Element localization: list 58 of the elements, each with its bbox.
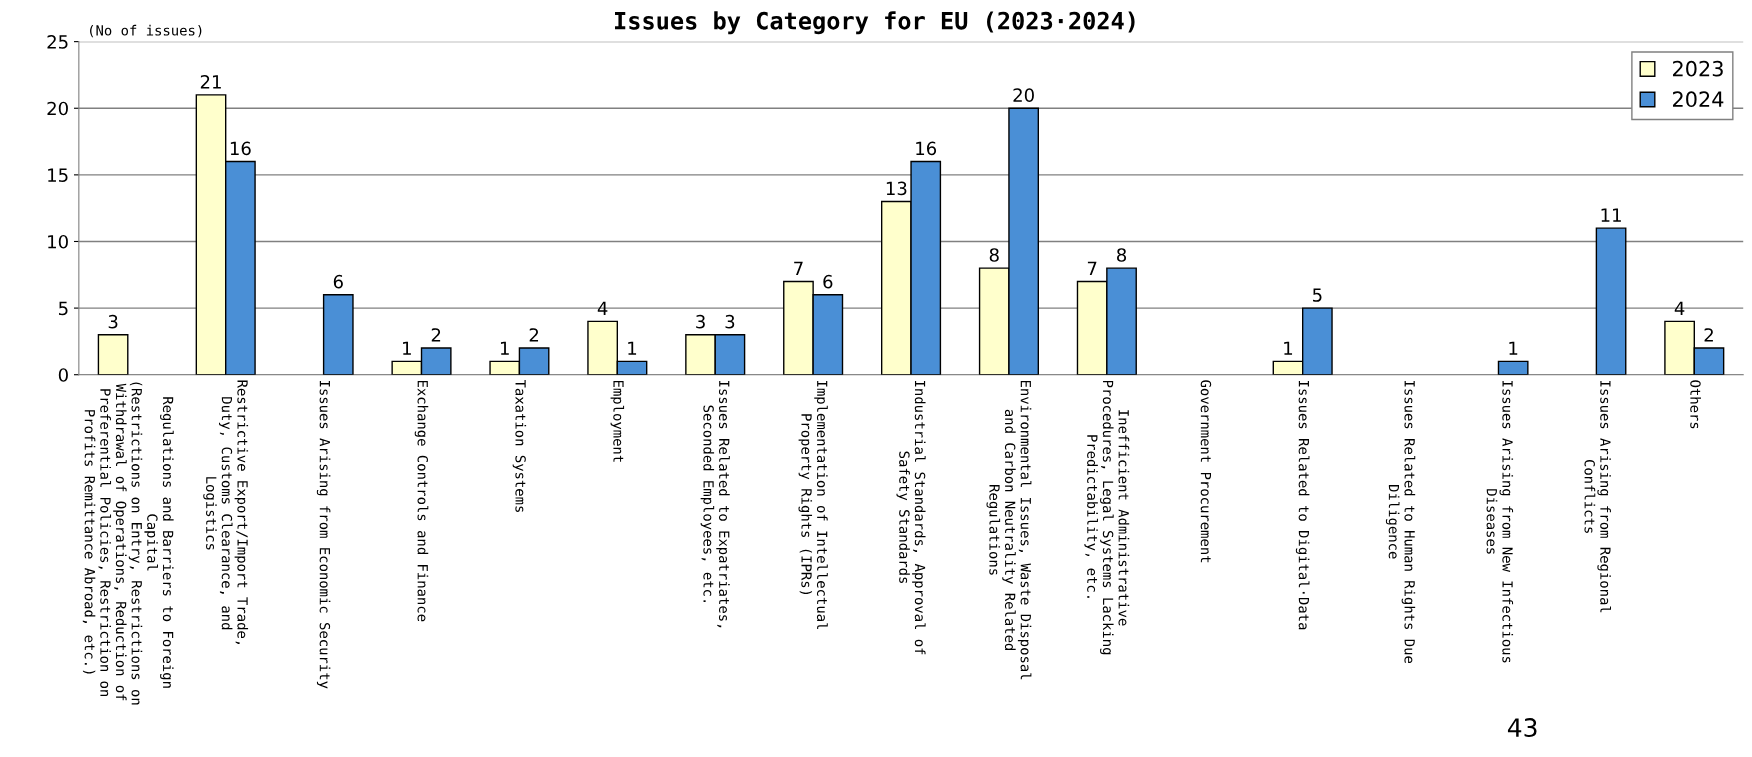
data-label: 4: [597, 301, 608, 315]
y-tick-label: 15: [48, 168, 68, 182]
x-tick-label: Issues Related to Digital·Data: [1295, 380, 1310, 630]
x-tick-label: Restrictive Export/Import Trade, Duty, Customs Clearance, and Logistics: [203, 380, 249, 644]
data-label: 3: [108, 314, 118, 329]
x-tick-label: Issues Arising from New Infectious Diseases: [1486, 380, 1514, 663]
x-tick-label: Inefficient Administrative Procedures, Legal Systems Lacking Predictability, etc.: [1084, 380, 1130, 655]
data-label: 2: [529, 328, 539, 342]
bar: [1497, 360, 1529, 375]
data-label: 7: [1087, 261, 1097, 275]
y-axis-title: (No of issues): [90, 24, 202, 38]
text: 43: [1507, 718, 1537, 738]
data-label: 1: [403, 341, 411, 355]
legend-label: 2024: [1673, 91, 1724, 108]
data-label: 8: [989, 248, 999, 262]
x-tick-label: Implementation of Intellectual Property Rights (IPRs): [798, 380, 828, 630]
data-label: 3: [696, 314, 705, 329]
x-tick-label: Regulations and Barriers to Foreign Capital (Restrictions on Entry, Restrictions on Withdrawal of Operations, Reduction of Preferential Policies, Restriction on Profits Remittance Abroad, etc.): [82, 382, 174, 705]
data-label: 6: [333, 274, 343, 289]
data-label: 7: [794, 261, 803, 275]
data-label: 1: [1509, 341, 1518, 355]
bar: [322, 294, 354, 375]
x-tick-label: Issues Related to Human Rights Due Diligence: [1385, 380, 1416, 664]
data-label: 2: [1704, 328, 1713, 342]
x-tick-label: Environmental Issues, Waste Disposal and Carbon Neutrality Related Regulations: [986, 380, 1032, 680]
x-tick-label: Taxation Systems: [512, 379, 527, 512]
data-label: 4: [1674, 301, 1685, 315]
x-tick-label: Employment: [610, 380, 625, 462]
x-tick-label: Issues Arising from Regional Conflicts: [1584, 380, 1612, 613]
chart-title: Issues by Category for EU (2023·2024): [615, 11, 1135, 35]
data-label: 3: [725, 314, 735, 329]
data-label: 21: [200, 74, 221, 89]
data-label: 13: [886, 181, 907, 196]
data-label: 1: [628, 341, 637, 355]
data-label: 11: [1601, 208, 1621, 222]
bar: [97, 334, 129, 375]
x-tick-label: Issues Related to Expatriates, Seconded Employees, etc.: [700, 380, 730, 628]
x-tick-label: Exchange Controls and Finance: [414, 380, 429, 622]
data-label: 1: [1284, 341, 1293, 355]
y-tick-label: 25: [47, 35, 68, 49]
x-tick-label: Industrial Standards, Approval of Safety Standards: [896, 380, 926, 655]
bar: [1595, 227, 1627, 375]
data-label: 16: [916, 141, 937, 156]
x-tick-label: Issues Arising from Economic Security: [316, 380, 331, 689]
data-label: 20: [1013, 88, 1034, 102]
y-tick-label: 10: [48, 234, 68, 249]
data-label: 1: [500, 341, 509, 355]
data-label: 5: [1313, 288, 1322, 302]
x-tick-label: Government Procurement: [1200, 380, 1212, 563]
x-tick-label: Others: [1690, 380, 1701, 429]
data-label: 6: [823, 274, 833, 289]
data-label: 2: [431, 328, 441, 342]
y-tick-label: 20: [47, 101, 68, 116]
data-label: 8: [1117, 248, 1127, 262]
y-tick-label: 5: [59, 301, 68, 316]
y-tick-label: 0: [58, 368, 68, 382]
data-label: 16: [230, 141, 251, 156]
legend-label: 2023: [1673, 60, 1723, 77]
